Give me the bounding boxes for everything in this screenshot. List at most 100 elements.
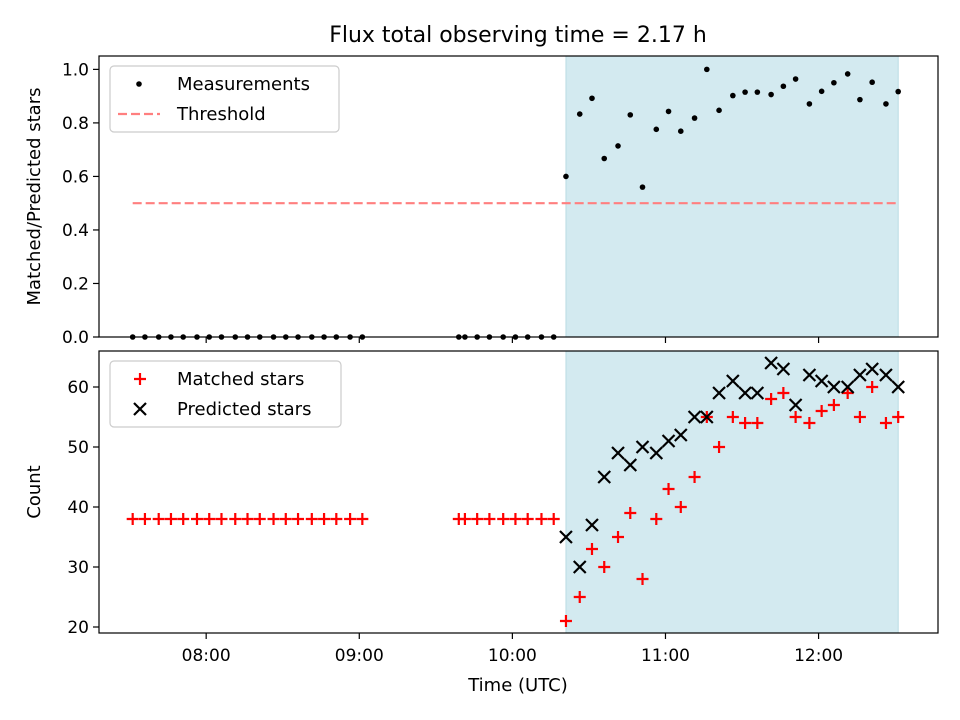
matched-star-point (253, 513, 266, 525)
matched-star-point (853, 411, 866, 423)
matched-star-point (177, 513, 190, 525)
measurement-point (831, 79, 837, 86)
top-observing-window (565, 55, 899, 338)
x-tick-label: 08:00 (182, 646, 231, 666)
measurement-point (780, 83, 787, 90)
measurement-point (792, 76, 799, 82)
matched-star-point (650, 513, 663, 525)
x-axis-label: Time (UTC) (467, 675, 568, 696)
measurement-point (857, 96, 863, 103)
matched-star-point (751, 417, 764, 429)
matched-star-point (612, 531, 625, 543)
y-tick-label: 0.8 (62, 114, 89, 134)
legend-threshold-label: Threshold (176, 104, 266, 125)
matched-star-point (190, 513, 203, 525)
predicted-star-point (865, 362, 879, 376)
measurement-point (742, 89, 748, 95)
matched-star-point (535, 513, 548, 525)
matched-star-point (215, 513, 228, 525)
measurement-point (677, 128, 684, 135)
measurement-point (576, 111, 583, 117)
measurement-point (806, 101, 813, 107)
matched-star-point (674, 501, 687, 513)
matched-star-point (471, 513, 484, 525)
matched-star-point (662, 483, 675, 495)
matched-star-point (573, 591, 586, 603)
measurement-point (818, 88, 825, 95)
measurement-point (563, 173, 569, 180)
matched-star-point (229, 513, 242, 525)
legend-predicted-marker (133, 402, 147, 416)
bottom-observing-window (565, 350, 899, 634)
measurement-point (589, 95, 595, 102)
predicted-star-point (891, 380, 905, 394)
predicted-star-point (635, 440, 650, 454)
chart-title: Flux total observing time = 2.17 h (329, 23, 707, 48)
x-tick-label: 11:00 (641, 646, 690, 666)
top-legend: Measurements Threshold (109, 65, 340, 133)
predicted-star-point (726, 374, 740, 388)
matched-star-point (126, 513, 139, 525)
y-tick-label: 0.6 (62, 167, 89, 187)
matched-star-point (841, 387, 854, 399)
matched-star-point (559, 615, 572, 627)
y-tick-label: 50 (67, 438, 89, 458)
matched-star-point (164, 513, 177, 525)
measurement-point (615, 143, 621, 149)
measurement-point (869, 79, 875, 86)
predicted-star-point (802, 368, 817, 382)
top-y-axis-label: Matched/Predicted stars (24, 88, 45, 306)
matched-star-point (241, 513, 254, 525)
predicted-star-point (661, 434, 676, 448)
matched-star-point (598, 561, 611, 573)
legend-measurements-label: Measurements (177, 74, 310, 95)
matched-star-point (330, 513, 343, 525)
predicted-star-point (712, 386, 726, 400)
y-tick-label: 20 (67, 618, 89, 638)
matched-star-point (765, 393, 778, 405)
measurement-point (639, 184, 646, 190)
matched-star-point (509, 513, 522, 525)
matched-star-point (267, 513, 280, 525)
bottom-panel: 20 30 40 50 60 08:00 09:00 10:00 11:00 12:00 Cou… (24, 350, 939, 696)
matched-star-point (879, 417, 892, 429)
legend-measurements-marker (136, 81, 142, 87)
predicted-star-point (597, 470, 612, 484)
measurement-point (730, 92, 736, 99)
matched-star-point (726, 411, 739, 423)
predicted-star-point (814, 374, 829, 388)
matched-star-point (483, 513, 496, 525)
predicted-star-point (559, 530, 573, 544)
matched-star-point (292, 513, 305, 525)
matched-star-point (138, 513, 151, 525)
measurement-point (754, 89, 761, 95)
y-tick-label: 0.2 (62, 274, 89, 294)
predicted-star-point (738, 386, 752, 400)
matched-star-point (789, 411, 802, 423)
predicted-star-point (827, 380, 841, 394)
predicted-star-point (572, 560, 587, 574)
matched-star-point (497, 513, 510, 525)
predicted-star-point (879, 368, 893, 382)
x-tick-label: 09:00 (335, 646, 384, 666)
bottom-axes-frame (98, 350, 939, 634)
predicted-star-point (623, 458, 638, 472)
legend-matched-label: Matched stars (177, 369, 304, 390)
matched-star-point (688, 471, 701, 483)
matched-star-point (803, 417, 816, 429)
measurement-point (665, 108, 672, 115)
measurement-point (627, 112, 634, 118)
top-axes-frame (98, 55, 939, 338)
matched-star-point (547, 513, 560, 525)
matched-star-point (521, 513, 534, 525)
predicted-star-point (649, 446, 664, 460)
matched-star-point (356, 513, 369, 525)
matched-star-point (815, 405, 828, 417)
measurement-point (883, 101, 889, 107)
matched-star-point (585, 543, 598, 555)
matched-star-point (777, 387, 790, 399)
predicted-star-point (853, 368, 867, 382)
matched-star-point (624, 507, 637, 519)
matched-star-point (279, 513, 292, 525)
